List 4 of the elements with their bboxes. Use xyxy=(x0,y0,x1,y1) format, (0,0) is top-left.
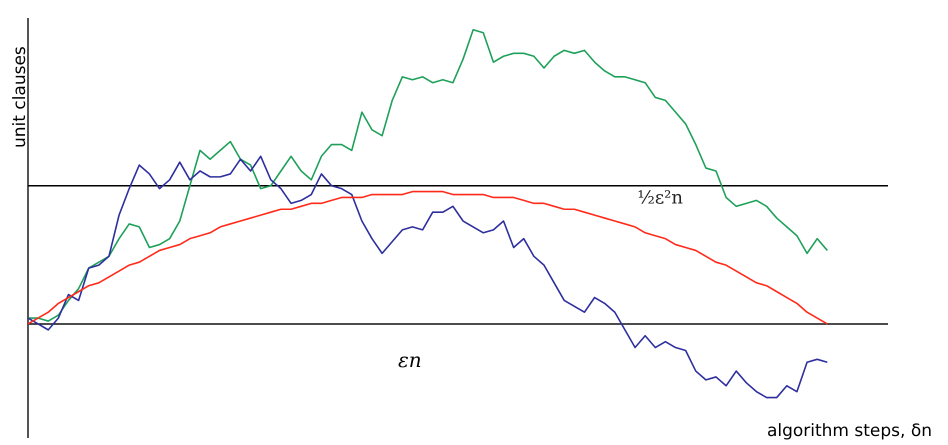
x-axis-title: algorithm steps, δn xyxy=(766,421,932,441)
ref-line-label: ½ε²n xyxy=(637,187,684,208)
y-axis-title: unit clauses xyxy=(10,46,30,148)
annotation: εn xyxy=(398,348,422,372)
